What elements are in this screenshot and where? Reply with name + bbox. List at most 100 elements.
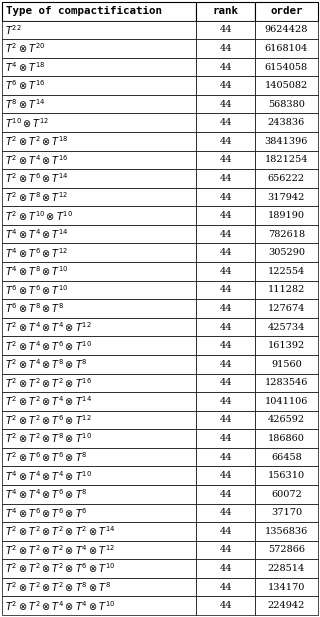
Bar xyxy=(196,188,255,206)
Bar xyxy=(196,114,255,132)
Text: 44: 44 xyxy=(219,323,232,331)
Text: 44: 44 xyxy=(219,564,232,573)
Text: $T^6 \otimes T^{16}$: $T^6 \otimes T^{16}$ xyxy=(5,79,45,93)
Bar xyxy=(2,429,196,448)
Bar xyxy=(255,206,318,225)
Bar xyxy=(2,392,196,411)
Bar xyxy=(255,318,318,336)
Text: 44: 44 xyxy=(219,582,232,592)
Bar xyxy=(255,58,318,77)
Bar xyxy=(255,169,318,188)
Text: $T^4 \otimes T^8 \otimes T^{10}$: $T^4 \otimes T^8 \otimes T^{10}$ xyxy=(5,265,68,278)
Bar xyxy=(2,206,196,225)
Bar xyxy=(2,299,196,318)
Bar xyxy=(2,318,196,336)
Text: 44: 44 xyxy=(219,248,232,257)
Bar xyxy=(196,318,255,336)
Bar xyxy=(196,77,255,95)
Text: 44: 44 xyxy=(219,100,232,109)
Text: 44: 44 xyxy=(219,453,232,462)
Bar xyxy=(255,559,318,578)
Bar xyxy=(255,20,318,39)
Text: order: order xyxy=(270,6,303,16)
Text: 44: 44 xyxy=(219,341,232,350)
Text: $T^2 \otimes T^{10} \otimes T^{10}$: $T^2 \otimes T^{10} \otimes T^{10}$ xyxy=(5,209,73,223)
Bar xyxy=(2,225,196,244)
Bar xyxy=(196,597,255,615)
Bar xyxy=(196,503,255,522)
Bar xyxy=(196,429,255,448)
Text: $T^2 \otimes T^4 \otimes T^4 \otimes T^{12}$: $T^2 \otimes T^4 \otimes T^4 \otimes T^{… xyxy=(5,320,92,334)
Text: $T^2 \otimes T^2 \otimes T^8 \otimes T^{10}$: $T^2 \otimes T^2 \otimes T^8 \otimes T^{… xyxy=(5,432,92,445)
Bar xyxy=(2,522,196,540)
Bar xyxy=(196,225,255,244)
Bar xyxy=(196,151,255,169)
Text: $T^2 \otimes T^2 \otimes T^2 \otimes T^4 \otimes T^{12}$: $T^2 \otimes T^2 \otimes T^2 \otimes T^4… xyxy=(5,543,115,557)
Bar xyxy=(255,77,318,95)
Bar xyxy=(196,559,255,578)
Bar xyxy=(2,355,196,373)
Text: 44: 44 xyxy=(219,118,232,127)
Bar xyxy=(255,244,318,262)
Text: $T^4 \otimes T^6 \otimes T^6 \otimes T^6$: $T^4 \otimes T^6 \otimes T^6 \otimes T^6… xyxy=(5,506,88,520)
Text: 224942: 224942 xyxy=(268,601,305,610)
Text: 228514: 228514 xyxy=(268,564,305,573)
Text: 122554: 122554 xyxy=(268,267,305,276)
Text: $T^2 \otimes T^2 \otimes T^6 \otimes T^{12}$: $T^2 \otimes T^2 \otimes T^6 \otimes T^{… xyxy=(5,413,92,427)
Text: $T^2 \otimes T^2 \otimes T^4 \otimes T^{14}$: $T^2 \otimes T^2 \otimes T^4 \otimes T^{… xyxy=(5,394,92,408)
Bar xyxy=(255,392,318,411)
Bar xyxy=(255,336,318,355)
Bar xyxy=(2,2,196,20)
Text: $T^2 \otimes T^6 \otimes T^{14}$: $T^2 \otimes T^6 \otimes T^{14}$ xyxy=(5,172,69,185)
Bar xyxy=(196,20,255,39)
Text: $T^2 \otimes T^2 \otimes T^2 \otimes T^6 \otimes T^{10}$: $T^2 \otimes T^2 \otimes T^2 \otimes T^6… xyxy=(5,561,115,576)
Text: rank: rank xyxy=(212,6,239,16)
Bar xyxy=(2,244,196,262)
Bar xyxy=(196,522,255,540)
Text: 1821254: 1821254 xyxy=(265,155,308,164)
Text: 44: 44 xyxy=(219,267,232,276)
Text: 44: 44 xyxy=(219,415,232,424)
Text: 6168104: 6168104 xyxy=(265,44,308,53)
Bar xyxy=(255,503,318,522)
Text: $T^2 \otimes T^{20}$: $T^2 \otimes T^{20}$ xyxy=(5,41,45,56)
Text: 111282: 111282 xyxy=(268,286,305,294)
Bar xyxy=(2,188,196,206)
Text: 425734: 425734 xyxy=(268,323,305,331)
Bar xyxy=(2,95,196,114)
Text: 186860: 186860 xyxy=(268,434,305,443)
Text: $T^2 \otimes T^4 \otimes T^6 \otimes T^{10}$: $T^2 \otimes T^4 \otimes T^6 \otimes T^{… xyxy=(5,339,92,352)
Text: 426592: 426592 xyxy=(268,415,305,424)
Text: $T^8 \otimes T^{14}$: $T^8 \otimes T^{14}$ xyxy=(5,97,45,111)
Text: 37170: 37170 xyxy=(271,508,302,517)
Bar xyxy=(196,244,255,262)
Text: 44: 44 xyxy=(219,211,232,220)
Text: $T^2 \otimes T^2 \otimes T^2 \otimes T^{16}$: $T^2 \otimes T^2 \otimes T^2 \otimes T^{… xyxy=(5,376,92,390)
Text: 44: 44 xyxy=(219,601,232,610)
Bar xyxy=(255,355,318,373)
Bar xyxy=(255,411,318,429)
Bar xyxy=(255,281,318,299)
Text: 44: 44 xyxy=(219,62,232,72)
Bar xyxy=(196,578,255,597)
Bar xyxy=(2,503,196,522)
Text: 44: 44 xyxy=(219,174,232,183)
Text: 44: 44 xyxy=(219,44,232,53)
Text: 189190: 189190 xyxy=(268,211,305,220)
Bar xyxy=(196,448,255,466)
Bar xyxy=(255,448,318,466)
Bar xyxy=(196,540,255,559)
Text: $T^2 \otimes T^2 \otimes T^{18}$: $T^2 \otimes T^2 \otimes T^{18}$ xyxy=(5,135,68,148)
Text: 44: 44 xyxy=(219,304,232,313)
Text: $T^4 \otimes T^4 \otimes T^4 \otimes T^{10}$: $T^4 \otimes T^4 \otimes T^4 \otimes T^{… xyxy=(5,469,92,482)
Text: $T^{22}$: $T^{22}$ xyxy=(5,23,22,37)
Text: $T^2 \otimes T^2 \otimes T^4 \otimes T^4 \otimes T^{10}$: $T^2 \otimes T^2 \otimes T^4 \otimes T^4… xyxy=(5,599,115,613)
Text: 568380: 568380 xyxy=(268,100,305,109)
Text: 44: 44 xyxy=(219,527,232,536)
Bar xyxy=(196,299,255,318)
Text: $T^6 \otimes T^6 \otimes T^{10}$: $T^6 \otimes T^6 \otimes T^{10}$ xyxy=(5,283,68,297)
Bar xyxy=(2,262,196,281)
Bar xyxy=(255,95,318,114)
Bar xyxy=(196,2,255,20)
Text: 44: 44 xyxy=(219,490,232,499)
